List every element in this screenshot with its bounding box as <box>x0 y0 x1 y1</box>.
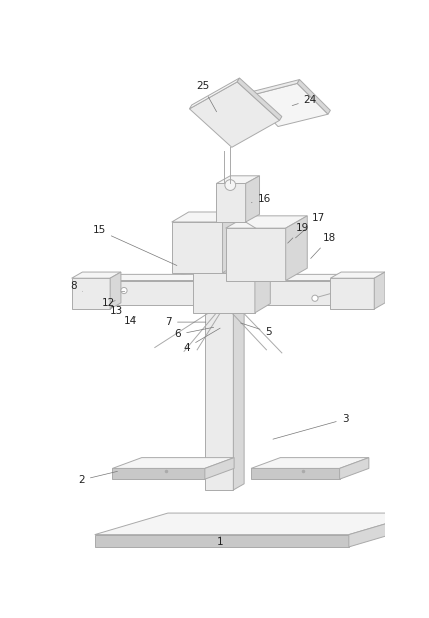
Polygon shape <box>349 513 422 547</box>
Polygon shape <box>237 78 282 121</box>
Text: 1: 1 <box>217 536 224 546</box>
Polygon shape <box>110 272 121 309</box>
Polygon shape <box>233 307 244 490</box>
Text: 12: 12 <box>102 298 115 308</box>
Text: 2: 2 <box>79 472 118 485</box>
Text: 5: 5 <box>241 323 272 337</box>
Polygon shape <box>251 274 362 281</box>
Text: 24: 24 <box>292 95 317 106</box>
Text: 15: 15 <box>93 226 177 266</box>
Polygon shape <box>112 457 234 468</box>
Polygon shape <box>330 272 385 278</box>
Circle shape <box>225 180 236 190</box>
Polygon shape <box>351 274 362 305</box>
Polygon shape <box>251 281 351 305</box>
Polygon shape <box>223 212 239 273</box>
Polygon shape <box>286 216 307 281</box>
Polygon shape <box>112 468 205 479</box>
Polygon shape <box>216 184 246 222</box>
Polygon shape <box>205 307 244 313</box>
Polygon shape <box>72 278 110 309</box>
Polygon shape <box>72 272 121 278</box>
Polygon shape <box>193 264 270 273</box>
Text: 16: 16 <box>251 194 271 204</box>
Text: 4: 4 <box>184 328 220 352</box>
Polygon shape <box>226 228 286 281</box>
Polygon shape <box>190 78 239 109</box>
Text: 7: 7 <box>165 317 206 327</box>
Polygon shape <box>297 80 330 114</box>
Polygon shape <box>205 313 233 490</box>
Text: 3: 3 <box>273 414 348 439</box>
Text: 18: 18 <box>311 233 336 258</box>
Polygon shape <box>226 216 307 228</box>
Text: 13: 13 <box>110 305 123 316</box>
Circle shape <box>121 287 127 294</box>
Polygon shape <box>193 273 255 313</box>
Text: 25: 25 <box>196 82 217 112</box>
Polygon shape <box>251 457 369 468</box>
Circle shape <box>312 295 318 302</box>
Polygon shape <box>250 80 299 96</box>
Polygon shape <box>105 274 208 281</box>
Polygon shape <box>250 83 328 127</box>
Text: 14: 14 <box>124 316 137 326</box>
Text: 17: 17 <box>296 213 325 238</box>
Polygon shape <box>205 457 234 479</box>
Polygon shape <box>374 272 385 309</box>
Polygon shape <box>246 176 260 222</box>
Polygon shape <box>172 212 239 222</box>
Polygon shape <box>216 176 260 184</box>
Polygon shape <box>255 264 270 313</box>
Polygon shape <box>190 82 280 147</box>
Polygon shape <box>95 513 422 535</box>
Polygon shape <box>172 222 223 273</box>
Text: 6: 6 <box>175 328 214 339</box>
Polygon shape <box>330 278 374 309</box>
Polygon shape <box>105 281 197 305</box>
Text: 19: 19 <box>288 223 309 243</box>
Text: 8: 8 <box>71 281 82 291</box>
Polygon shape <box>340 457 369 479</box>
Polygon shape <box>251 468 340 479</box>
Polygon shape <box>95 535 349 547</box>
